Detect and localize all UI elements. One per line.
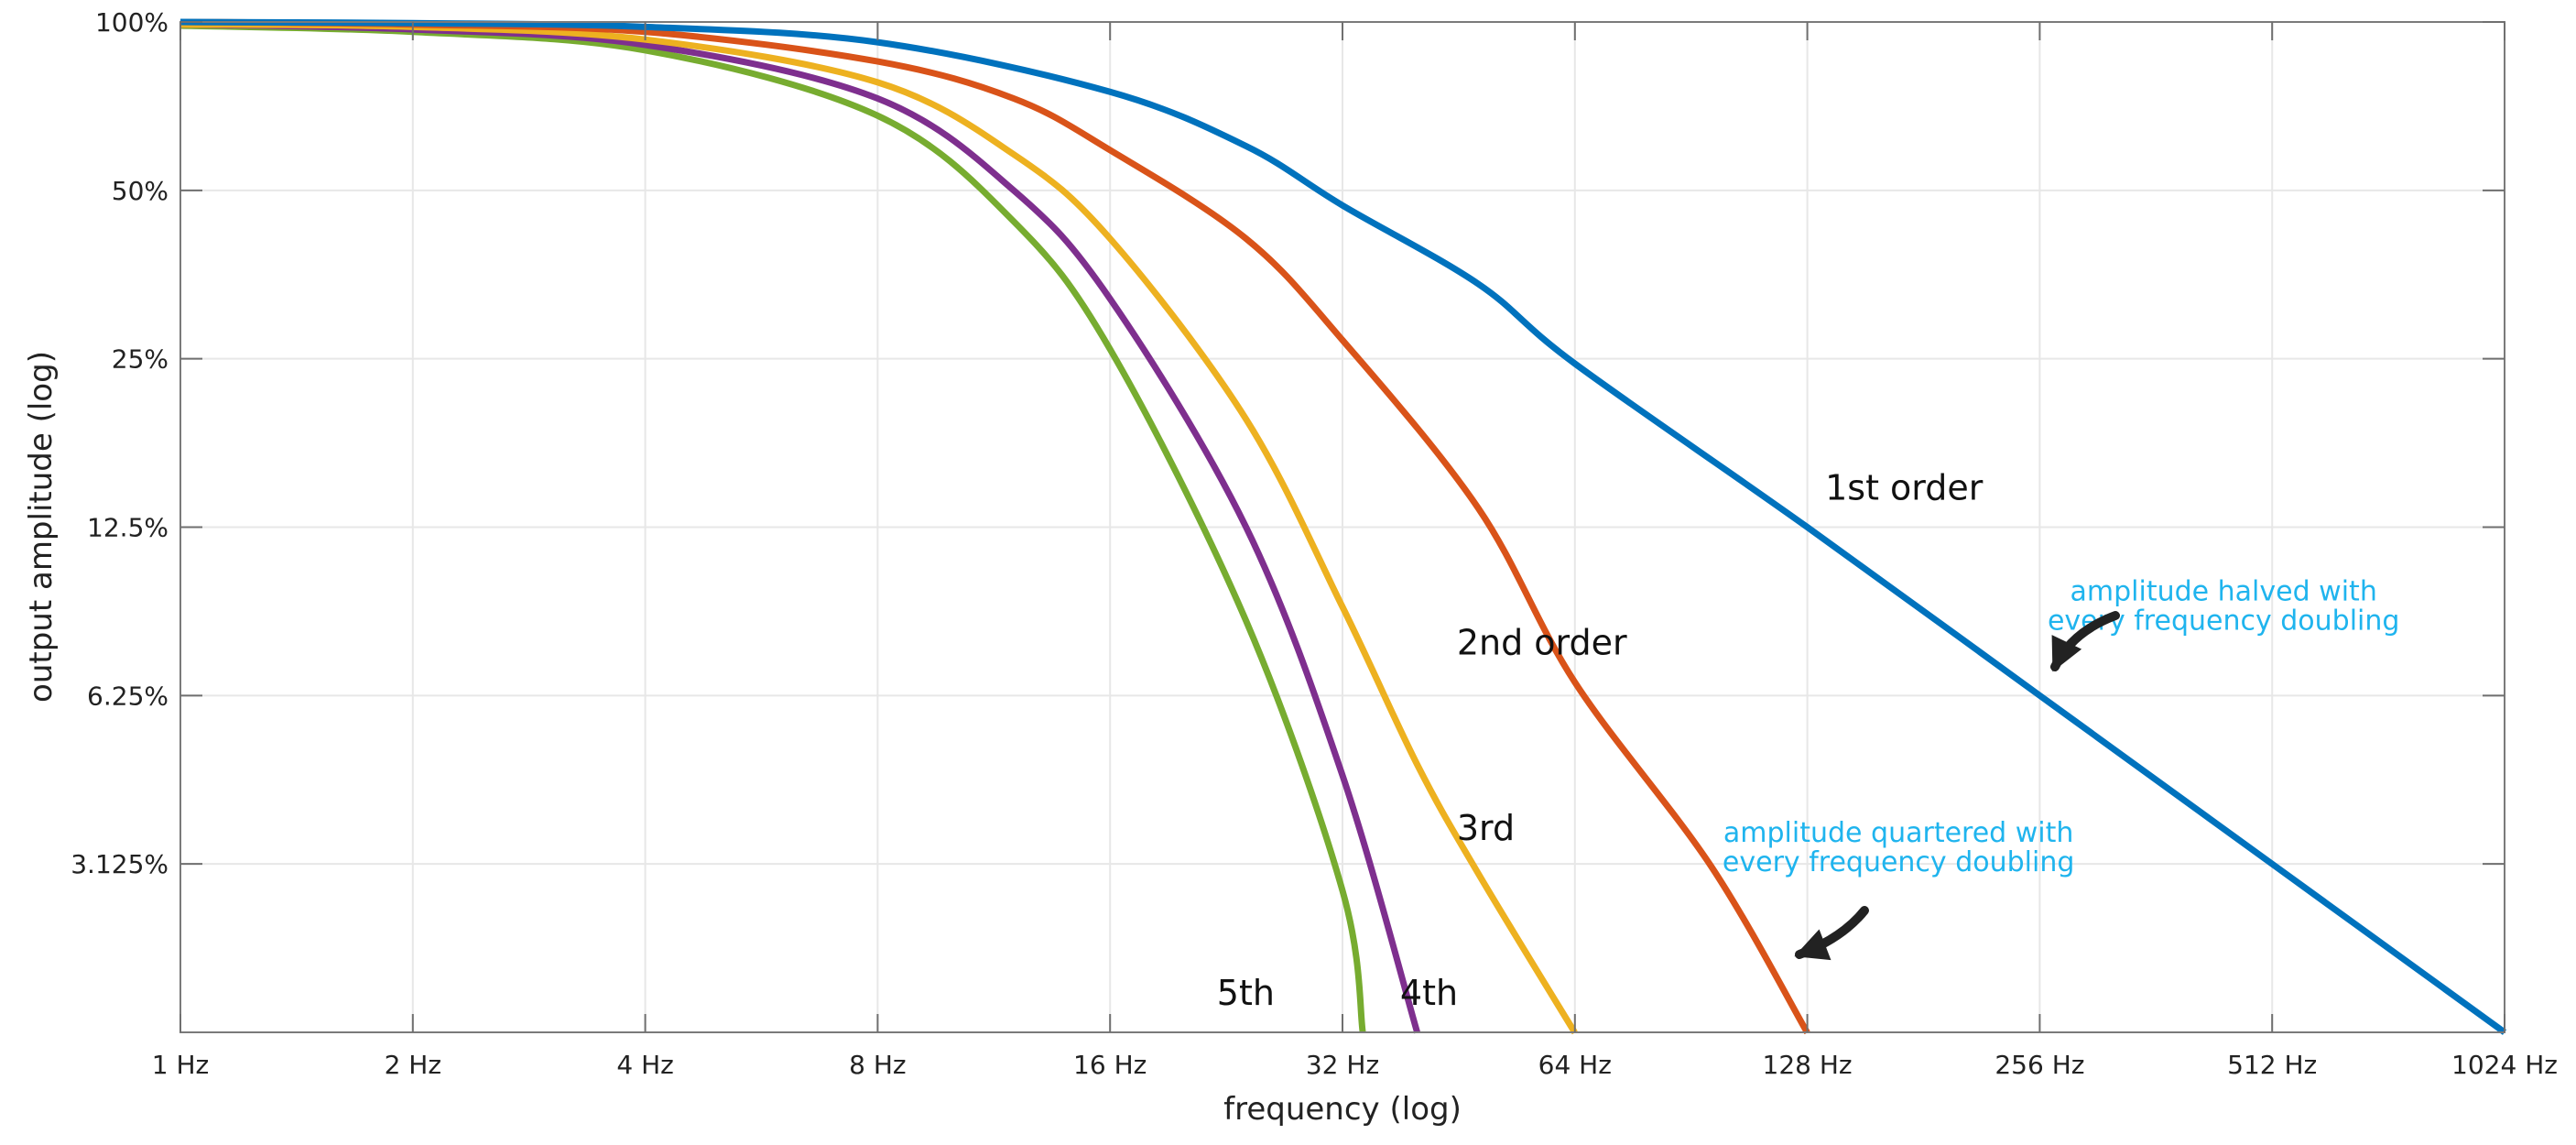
x-tick-label: 8 Hz <box>849 1050 906 1080</box>
x-tick-label: 128 Hz <box>1763 1050 1853 1080</box>
x-tick-label: 16 Hz <box>1073 1050 1147 1080</box>
annotation-arrowhead <box>1794 929 1831 961</box>
y-tick-label: 6.25% <box>87 681 168 711</box>
series-label: 1st order <box>1825 467 1984 507</box>
x-tick-label: 1024 Hz <box>2451 1050 2558 1080</box>
x-tick-label: 512 Hz <box>2227 1050 2317 1080</box>
series-label: 2nd order <box>1457 623 1627 663</box>
axis-ticks: 1 Hz 2 Hz 4 Hz 8 Hz 16 Hz 32 Hz 64 Hz 128 Hz 256… <box>71 7 2558 1080</box>
x-tick-label: 256 Hz <box>1994 1050 2084 1080</box>
x-axis-label: frequency (log) <box>1223 1091 1462 1128</box>
grid <box>180 22 2505 1032</box>
x-tick-label: 32 Hz <box>1306 1050 1379 1080</box>
y-axis-label: output amplitude (log) <box>23 351 60 703</box>
y-tick-label: 3.125% <box>71 849 168 879</box>
annotations: amplitude halved with every frequency dou… <box>1723 575 2399 961</box>
series-labels: 1st order 2nd order 3rd 4th 5th <box>1217 467 1984 1013</box>
annotation-text: every frequency doubling <box>1723 846 2074 878</box>
x-tick-label: 2 Hz <box>385 1050 441 1080</box>
series-label: 3rd <box>1457 808 1515 848</box>
y-tick-label: 12.5% <box>87 513 168 543</box>
annotation-text: amplitude halved with <box>2071 575 2377 607</box>
series-label: 4th <box>1400 973 1458 1013</box>
series-line <box>179 21 1578 1035</box>
x-tick-label: 64 Hz <box>1538 1050 1612 1080</box>
annotation-arrowhead <box>2051 635 2082 672</box>
x-tick-label: 1 Hz <box>152 1050 209 1080</box>
y-tick-label: 25% <box>112 344 168 375</box>
y-tick-label: 50% <box>112 176 168 206</box>
annotation-text: amplitude quartered with <box>1723 817 2074 849</box>
series-label: 5th <box>1217 973 1275 1013</box>
x-tick-label: 4 Hz <box>616 1050 673 1080</box>
y-tick-label: 100% <box>95 7 168 38</box>
